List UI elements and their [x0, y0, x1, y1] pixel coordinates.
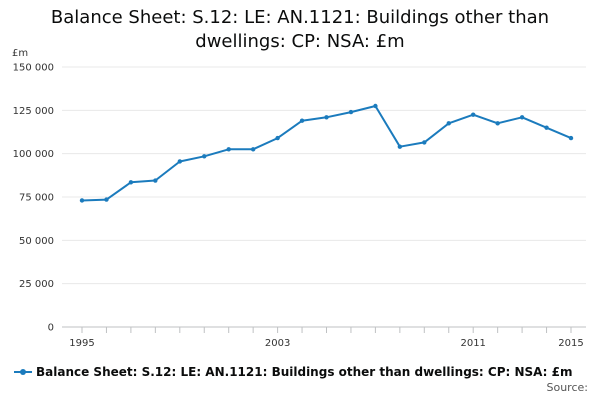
- y-axis: 0 25 000 50 000 75 000 100 000 125 000 150 000: [13, 63, 54, 334]
- data-point: [519, 115, 525, 120]
- y-tick-label: 100 000: [13, 149, 54, 160]
- data-point: [128, 180, 134, 185]
- data-point: [299, 118, 305, 123]
- y-tick-label: 25 000: [19, 279, 54, 290]
- data-point: [324, 115, 329, 120]
- series-plot: [79, 103, 574, 203]
- data-point: [250, 147, 256, 152]
- legend[interactable]: Balance Sheet: S.12: LE: AN.1121: Buildi…: [14, 364, 573, 380]
- data-point: [226, 147, 231, 152]
- chart-title: Balance Sheet: S.12: LE: AN.1121: Buildi…: [0, 6, 600, 54]
- data-point: [422, 140, 427, 145]
- data-point: [177, 159, 182, 164]
- data-point: [202, 154, 207, 159]
- data-point: [348, 109, 354, 115]
- gridlines: [62, 66, 586, 328]
- y-axis-unit-label: £m: [12, 48, 28, 59]
- x-tick-label: 2003: [265, 338, 290, 349]
- y-tick-label: 150 000: [13, 63, 54, 74]
- data-point: [471, 112, 476, 117]
- y-tick-label: 0: [48, 323, 54, 334]
- data-point: [104, 197, 109, 202]
- data-point: [446, 121, 451, 126]
- data-point: [397, 144, 403, 149]
- data-point: [275, 135, 280, 141]
- y-tick-label: 50 000: [19, 236, 54, 247]
- legend-label: Balance Sheet: S.12: LE: AN.1121: Buildi…: [36, 365, 573, 379]
- chart-title-line-1: Balance Sheet: S.12: LE: AN.1121: Buildi…: [50, 7, 550, 28]
- data-point: [79, 198, 85, 203]
- y-tick-label: 75 000: [19, 193, 54, 204]
- chart-title-line-2: dwellings: CP: NSA: £m: [195, 31, 405, 52]
- data-point: [153, 178, 158, 183]
- data-point: [568, 135, 574, 141]
- x-tick-label: 1995: [69, 338, 94, 349]
- legend-line-marker-icon: [14, 366, 32, 378]
- x-tick-label: 2011: [460, 338, 485, 349]
- x-axis: 1995 2003 2011 2015: [69, 327, 584, 349]
- source-label: Source:: [546, 381, 589, 394]
- data-point: [544, 125, 549, 130]
- data-point: [373, 103, 378, 109]
- y-tick-label: 125 000: [13, 106, 54, 117]
- data-point: [495, 121, 500, 126]
- x-tick-label: 2015: [558, 338, 583, 349]
